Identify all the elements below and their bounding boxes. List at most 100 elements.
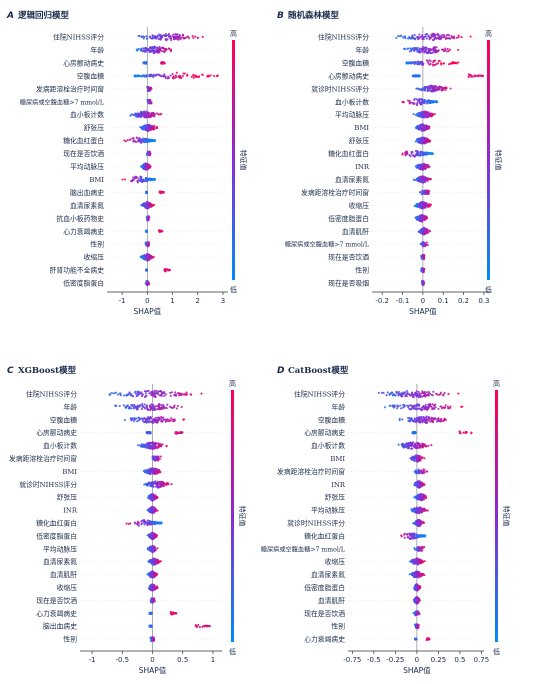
shap-point <box>123 139 126 142</box>
shap-point <box>145 110 148 113</box>
shap-point <box>431 85 435 88</box>
shap-point <box>176 33 179 36</box>
shap-point <box>432 61 435 64</box>
shap-point <box>147 151 150 154</box>
shap-point <box>155 48 158 51</box>
shap-point <box>129 114 132 117</box>
shap-point <box>177 35 180 38</box>
x-axis-label: SHAP值 <box>409 306 437 316</box>
feature-label: 住院NIHSS评分 <box>26 390 77 399</box>
shap-point <box>154 482 158 485</box>
shap-point <box>140 75 144 78</box>
shap-point <box>418 141 421 144</box>
x-tick-label: 3 <box>221 297 225 305</box>
shap-point <box>421 283 425 287</box>
shap-point <box>141 113 144 116</box>
panel-letter: A <box>6 11 14 21</box>
beeswarm-row <box>142 60 166 65</box>
shap-point <box>147 205 150 208</box>
shap-point <box>153 395 157 399</box>
shap-point <box>428 63 431 66</box>
beeswarm-row <box>145 190 165 195</box>
feature-label: 性别 <box>355 266 369 275</box>
shap-point <box>180 405 183 409</box>
feature-label: 现在是否饮酒 <box>328 253 369 262</box>
shap-point <box>182 418 186 421</box>
shap-point <box>137 74 140 77</box>
shap-point <box>209 74 212 77</box>
shap-point <box>151 447 154 450</box>
shap-point <box>158 190 161 193</box>
shap-point <box>137 140 140 143</box>
shap-point <box>432 87 435 90</box>
shap-point <box>476 74 479 77</box>
shap-point <box>136 522 139 526</box>
feature-label: BMI <box>354 124 369 132</box>
shap-point <box>418 101 422 104</box>
shap-point <box>124 405 127 408</box>
feature-label: 血小板计数 <box>43 441 77 450</box>
shap-point <box>422 232 425 235</box>
shap-point <box>145 216 148 219</box>
beeswarm-row <box>144 241 151 248</box>
shap-point <box>454 61 457 64</box>
shap-point <box>426 231 429 234</box>
shap-point <box>161 61 164 64</box>
shap-point <box>444 89 447 92</box>
shap-point <box>150 125 153 128</box>
shap-point <box>137 138 140 141</box>
feature-label: 空腹血糖 <box>77 71 104 80</box>
shap-point <box>469 35 472 38</box>
feature-label: 住院NIHSS评分 <box>53 33 104 42</box>
shap-point <box>155 405 158 408</box>
beeswarm-row <box>420 279 426 287</box>
shap-point <box>141 522 144 525</box>
shap-point <box>141 402 144 405</box>
shap-point <box>155 445 158 449</box>
shap-point <box>420 163 423 166</box>
shap-point <box>137 34 140 38</box>
shap-point <box>437 49 440 52</box>
shap-point <box>142 164 145 167</box>
shap-point <box>175 71 178 74</box>
shap-point <box>423 177 426 180</box>
shap-point <box>145 125 148 128</box>
colorbar-low-label: 低 <box>485 285 492 294</box>
shap-point <box>413 61 417 64</box>
shap-point <box>171 72 174 76</box>
shap-point <box>415 138 419 141</box>
feature-label: 空腹血糖 <box>50 415 77 424</box>
shap-point <box>149 73 152 76</box>
shap-point <box>152 46 155 49</box>
shap-point <box>159 113 162 116</box>
shap-point <box>174 391 177 394</box>
shap-point <box>185 393 188 396</box>
shap-point <box>404 37 407 40</box>
shap-point <box>154 37 157 40</box>
feature-label: 发病距溶栓治疗时间窗 <box>36 84 104 93</box>
shap-point <box>127 393 130 396</box>
shap-point <box>183 393 186 396</box>
shap-point <box>145 281 148 284</box>
shap-point <box>145 112 148 116</box>
shap-point <box>161 420 164 423</box>
shap-point <box>455 36 458 39</box>
shap-point <box>164 406 167 409</box>
beeswarm-row <box>121 175 156 184</box>
shap-point <box>413 97 416 101</box>
shap-point <box>434 85 437 88</box>
shap-point <box>424 33 427 36</box>
shap-point <box>153 139 156 142</box>
colorbar-gradient <box>487 40 490 280</box>
shap-point <box>155 469 158 472</box>
shap-point <box>413 204 416 207</box>
shap-point <box>157 38 160 41</box>
shap-point <box>139 255 142 258</box>
shap-point <box>177 36 180 39</box>
shap-point <box>419 51 422 54</box>
beeswarm-row <box>412 175 432 184</box>
shap-point <box>137 48 140 51</box>
shap-point <box>143 403 146 406</box>
shap-point <box>135 392 138 396</box>
shap-point <box>417 180 420 183</box>
